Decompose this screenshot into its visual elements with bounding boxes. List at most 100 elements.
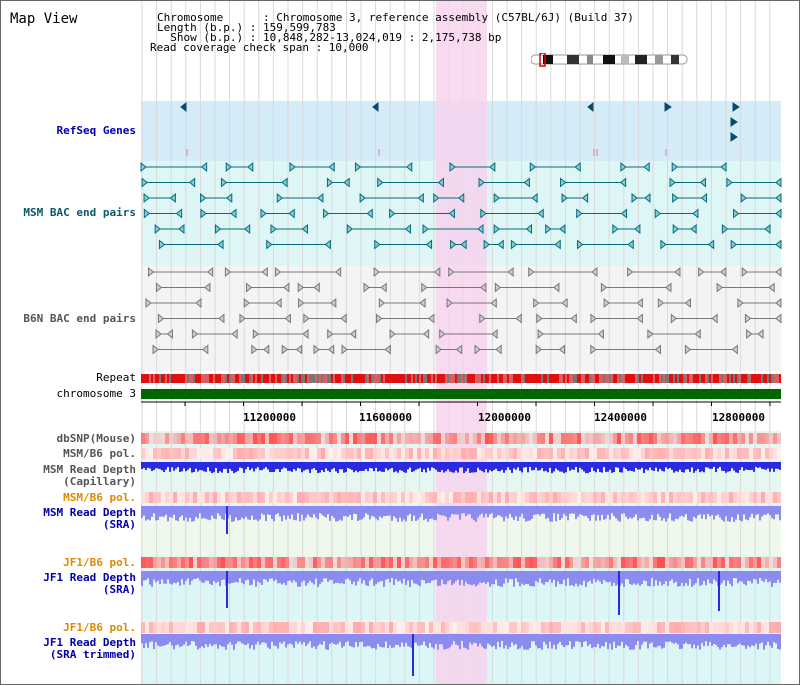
track-label-dbsnp[interactable]: dbSNP(Mouse)	[56, 432, 136, 445]
repeat-segment	[545, 374, 547, 383]
heat-cell	[513, 492, 517, 503]
depth-bar	[397, 571, 399, 582]
track-label-msm-b6-pol-1[interactable]: MSM/B6 pol.	[63, 447, 136, 460]
heat-cell	[525, 557, 529, 568]
depth-bar	[355, 506, 357, 515]
depth-bar	[515, 506, 517, 517]
track-label-refseq[interactable]: RefSeq Genes	[56, 124, 136, 137]
repeat-segment	[409, 374, 411, 383]
bac-end-glyph	[200, 208, 207, 219]
track-label-msm-read-sra[interactable]: MSM Read Depth	[43, 506, 136, 519]
depth-bar	[763, 462, 765, 470]
heat-cell	[669, 622, 673, 633]
depth-bar	[175, 506, 177, 521]
bac-end-glyph	[195, 297, 202, 309]
depth-bar	[267, 571, 269, 582]
track-label-msm-bac[interactable]: MSM BAC end pairs	[23, 206, 136, 219]
depth-bar	[739, 634, 741, 644]
bac-end-glyph	[775, 208, 782, 219]
track-label-msm-read-cap[interactable]: MSM Read Depth	[43, 463, 136, 476]
heat-cell	[705, 622, 709, 633]
depth-bar	[563, 462, 565, 474]
heat-cell	[625, 622, 629, 633]
heat-cell	[697, 492, 701, 503]
depth-bar	[265, 506, 267, 522]
heat-cell	[433, 557, 437, 568]
heat-cell	[273, 448, 277, 459]
repeat-segment	[527, 374, 529, 383]
depth-bar	[575, 506, 577, 520]
depth-bar	[183, 634, 185, 645]
depth-bar	[163, 462, 165, 472]
depth-bar	[521, 634, 523, 646]
bac-end-glyph	[158, 239, 166, 250]
bac-end-glyph	[764, 223, 771, 235]
depth-bar	[169, 571, 171, 584]
depth-bar	[233, 506, 235, 522]
repeat-segment	[727, 374, 729, 383]
depth-bar	[271, 634, 273, 642]
bac-end-glyph	[581, 192, 589, 204]
depth-bar	[571, 506, 573, 514]
bac-end-glyph	[166, 328, 173, 340]
heat-cell	[221, 492, 225, 503]
depth-bar	[249, 571, 251, 586]
heat-cell	[721, 557, 725, 568]
repeat-segment	[537, 374, 539, 383]
heat-cell	[473, 557, 477, 568]
track-label-jf1-read-sra[interactable]: JF1 Read Depth	[43, 571, 136, 584]
depth-bar	[545, 506, 547, 519]
repeat-segment	[521, 374, 523, 383]
heat-cell	[649, 557, 653, 568]
heat-cell	[773, 433, 777, 444]
heat-cell	[437, 492, 441, 503]
bac-end-glyph	[669, 177, 676, 188]
heat-cell	[425, 448, 429, 459]
track-label-b6n-bac[interactable]: B6N BAC end pairs	[23, 312, 136, 325]
track-label-jf1-read-trim[interactable]: JF1 Read Depth	[43, 636, 136, 649]
depth-bar	[467, 462, 469, 469]
repeat-segment	[319, 374, 321, 383]
track-label-msm-b6-pol-2[interactable]: MSM/B6 pol.	[63, 491, 136, 504]
depth-bar	[723, 462, 725, 471]
repeat-segment	[667, 374, 669, 383]
depth-bar	[663, 634, 665, 648]
chromosome-ideogram[interactable]	[531, 53, 691, 67]
repeat-segment	[327, 374, 329, 383]
depth-bar	[631, 571, 633, 585]
heat-cell	[681, 492, 685, 503]
depth-bar	[147, 634, 149, 648]
depth-bar	[361, 571, 363, 584]
bac-end-glyph	[523, 177, 530, 188]
depth-bar	[587, 506, 589, 519]
bac-end-glyph	[404, 223, 412, 235]
heat-cell	[729, 433, 733, 444]
heat-cell	[449, 622, 453, 633]
track-label-jf1-b6-pol-2[interactable]: JF1/B6 pol.	[63, 621, 136, 634]
depth-bar	[213, 506, 215, 519]
depth-bar	[651, 634, 653, 643]
depth-bar	[355, 634, 357, 643]
track-label-jf1-b6-pol-1[interactable]: JF1/B6 pol.	[63, 556, 136, 569]
depth-bar	[379, 634, 381, 647]
repeat-segment	[367, 374, 369, 383]
heat-cell	[477, 492, 481, 503]
depth-bar	[423, 571, 425, 581]
repeat-segment	[309, 374, 311, 383]
heat-cell	[349, 433, 353, 444]
heat-cell	[353, 492, 357, 503]
heat-cell	[541, 433, 545, 444]
depth-bar	[259, 462, 261, 471]
heat-cell	[665, 622, 669, 633]
depth-bar	[399, 571, 401, 581]
depth-bar	[553, 462, 555, 472]
bac-end-glyph	[328, 161, 335, 173]
heat-cell	[149, 448, 153, 459]
depth-bar	[459, 506, 461, 520]
depth-bar	[573, 462, 575, 470]
depth-bar	[501, 462, 503, 470]
depth-bar	[603, 462, 605, 468]
bac-end-glyph	[450, 239, 457, 250]
depth-bar	[283, 634, 285, 642]
heat-cell	[629, 557, 633, 568]
